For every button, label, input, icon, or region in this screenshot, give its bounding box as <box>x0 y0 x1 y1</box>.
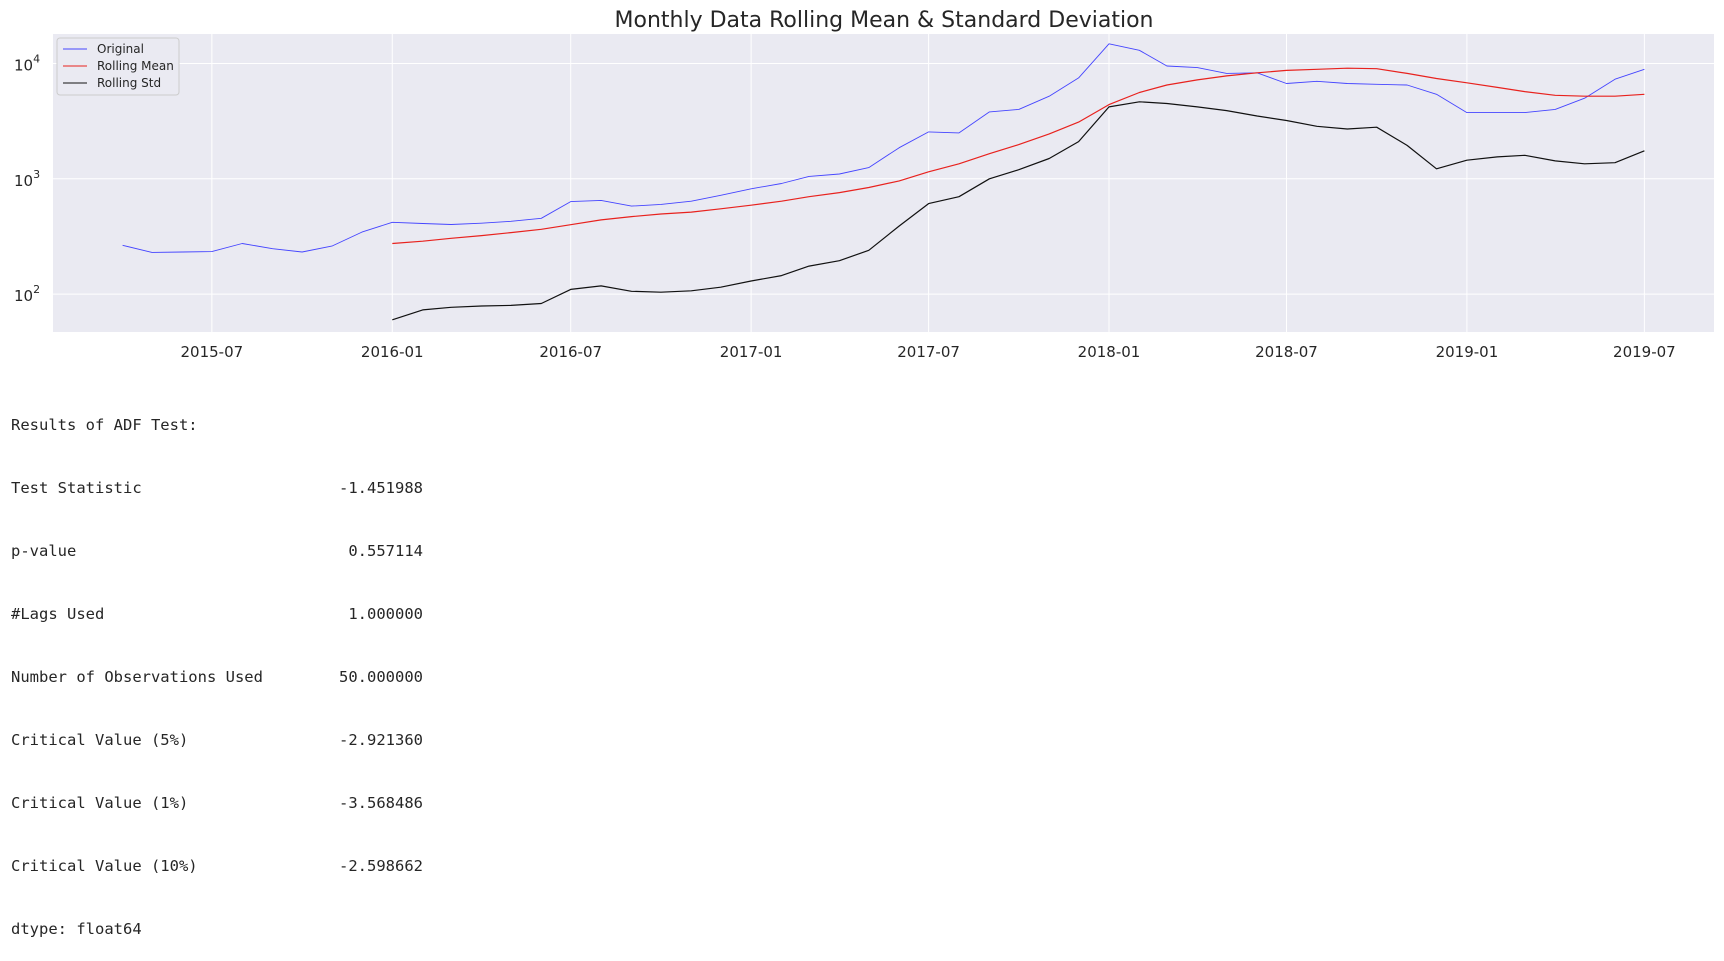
legend-label-original: Original <box>97 42 144 56</box>
x-tick-label: 2017-01 <box>720 343 783 361</box>
series-line-rolling-mean <box>392 67 1645 245</box>
plot-area <box>53 34 1714 332</box>
legend: Original Rolling Mean Rolling Std <box>56 37 180 96</box>
adf-row: Critical Value (10%) -2.598662 <box>11 856 423 877</box>
adf-row-label: Critical Value (1%) <box>11 794 189 812</box>
adf-row-label: Test Statistic <box>11 479 142 497</box>
adf-row-value: -2.921360 <box>339 731 423 749</box>
y-tick-label: 102 <box>14 283 40 305</box>
adf-row: Critical Value (1%) -3.568486 <box>11 793 423 814</box>
y-tick-exponent: 4 <box>33 52 40 65</box>
x-tick-label: 2015-07 <box>181 343 244 361</box>
adf-row-label: p-value <box>11 542 77 560</box>
y-tick-base: 10 <box>14 56 33 74</box>
series-line-rolling-std <box>392 101 1645 321</box>
y-tick-exponent: 3 <box>33 168 40 181</box>
legend-box <box>56 37 180 96</box>
rolling-stats-chart: Monthly Data Rolling Mean & Standard Dev… <box>14 8 1714 361</box>
adf-row-value: 0.557114 <box>348 542 423 560</box>
adf-header: Results of ADF Test: <box>11 416 198 434</box>
adf-row-label: Critical Value (10%) <box>11 857 198 875</box>
adf-row-label: Number of Observations Used <box>11 668 263 686</box>
adf-test-results: Results of ADF Test: Test Statistic -1.45… <box>11 373 423 961</box>
adf-footer: dtype: float64 <box>11 920 142 938</box>
y-tick-base: 10 <box>14 172 33 190</box>
x-axis-ticks: 2015-07 2016-01 2016-07 2017-01 2017-07 2018-… <box>181 343 1676 361</box>
adf-row-label: #Lags Used <box>11 605 105 623</box>
adf-row-value: -2.598662 <box>339 857 423 875</box>
x-tick-label: 2016-01 <box>361 343 424 361</box>
x-tick-label: 2018-01 <box>1078 343 1141 361</box>
chart-title: Monthly Data Rolling Mean & Standard Dev… <box>615 8 1154 33</box>
y-tick-base: 10 <box>14 287 33 305</box>
series-line-original <box>122 43 1645 253</box>
x-tick-label: 2019-01 <box>1436 343 1499 361</box>
adf-row-value: 1.000000 <box>348 605 423 623</box>
adf-row: Test Statistic -1.451988 <box>11 478 423 499</box>
legend-label-rolling-mean: Rolling Mean <box>97 59 174 73</box>
adf-row-label: Critical Value (5%) <box>11 731 189 749</box>
y-tick-label: 104 <box>14 52 40 74</box>
adf-row-value: -3.568486 <box>339 794 423 812</box>
y-tick-exponent: 2 <box>33 283 40 296</box>
x-tick-label: 2017-07 <box>897 343 960 361</box>
grid-lines <box>53 34 1714 332</box>
x-tick-label: 2018-07 <box>1255 343 1318 361</box>
y-tick-label: 103 <box>14 168 40 190</box>
adf-row: p-value 0.557114 <box>11 541 423 562</box>
adf-row-value: -1.451988 <box>339 479 423 497</box>
legend-label-rolling-std: Rolling Std <box>97 76 161 90</box>
adf-row-value: 50.000000 <box>339 668 423 686</box>
adf-row: #Lags Used 1.000000 <box>11 604 423 625</box>
x-tick-label: 2016-07 <box>539 343 602 361</box>
series-lines <box>122 43 1645 321</box>
x-tick-label: 2019-07 <box>1613 343 1676 361</box>
adf-row: Number of Observations Used 50.000000 <box>11 667 423 688</box>
adf-row: Critical Value (5%) -2.921360 <box>11 730 423 751</box>
